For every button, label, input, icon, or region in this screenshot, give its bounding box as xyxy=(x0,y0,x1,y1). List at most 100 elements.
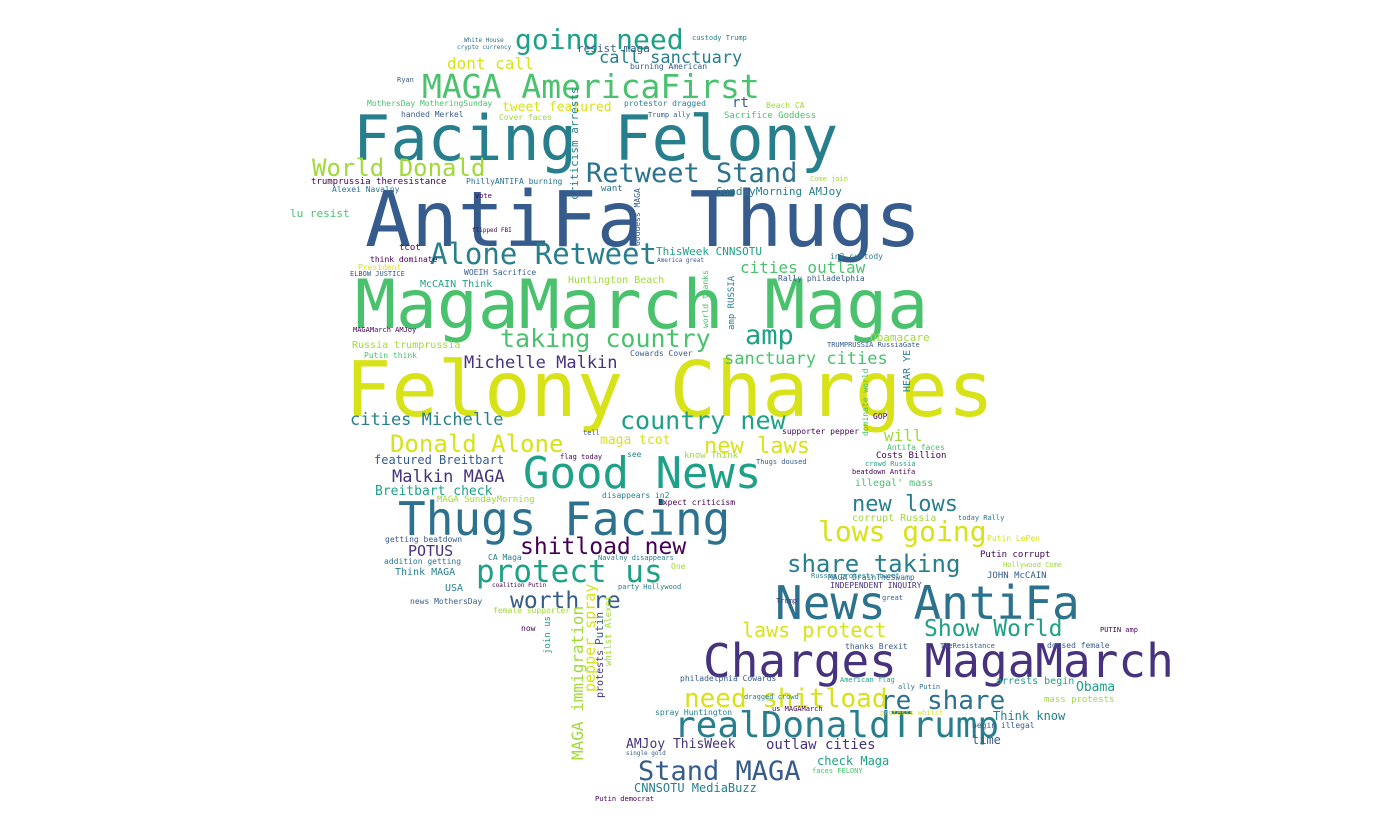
word-trumprussia-russiagate: TRUMPRUSSIA RussiaGate xyxy=(827,341,920,349)
word-world-thanks: world thanks xyxy=(701,270,710,328)
word-now: now xyxy=(521,624,536,633)
word-john-mccain: JOHN McCAIN xyxy=(987,571,1047,581)
word-woeih-sacrifice: WOEIH Sacrifice xyxy=(464,268,537,277)
word-costs-billion: Costs Billion xyxy=(876,451,947,461)
word-shitload-new: shitload new xyxy=(520,534,687,560)
word-thugs-doused: Thugs doused xyxy=(756,458,807,466)
word-obamacare: Obamacare xyxy=(870,331,930,344)
word-lu-resist: lu resist xyxy=(290,207,350,220)
word-illegal-mass: illegal' mass xyxy=(855,478,934,489)
word-beatdown-antifa: beatdown Antifa xyxy=(852,468,916,476)
word-flipped-fbi: flipped FBI xyxy=(472,227,512,234)
word-trumprussia-theresistance: trumprussia theresistance xyxy=(311,177,447,187)
word-charges-magamarch: Charges MagaMarch xyxy=(703,634,1174,688)
word-new-laws: new laws xyxy=(704,434,810,459)
word-putin-lepen: Putin LePen xyxy=(987,534,1040,543)
word-country-new: country new xyxy=(620,406,786,435)
word-mothersday-motheringsunday: MothersDay MotheringSunday xyxy=(367,99,493,108)
word-coalition-putin: coalition Putin xyxy=(492,582,547,589)
word-alone-retweet: Alone Retweet xyxy=(430,237,657,271)
word-mccain-think: McCAIN Think xyxy=(420,279,493,290)
word-sacrifice-goddess: Sacrifice Goddess xyxy=(724,111,817,121)
word-white-house: White House xyxy=(464,37,504,44)
word-taking-country: taking country xyxy=(500,324,711,353)
word-amp-russia: amp RUSSIA xyxy=(727,275,737,330)
word-great: great xyxy=(882,594,904,602)
word-corrupt-russia: corrupt Russia xyxy=(852,513,937,524)
word-ally-putin: ally Putin xyxy=(898,683,941,691)
word-one: One xyxy=(671,562,686,571)
word-gop: GOP xyxy=(873,412,888,421)
word-dragged-crowd: dragged crowd xyxy=(744,693,799,701)
word-putin-corrupt: Putin corrupt xyxy=(980,550,1051,560)
word-maga-sundaymorning: MAGA SundayMorning xyxy=(437,495,535,505)
word-magamarch-maga: MagaMarch Maga xyxy=(355,266,929,345)
word-time: time xyxy=(972,733,1001,747)
word-lows-going: lows going xyxy=(818,515,987,548)
word-facing-felony: Facing Felony xyxy=(353,102,839,175)
word-vote: vote xyxy=(475,192,492,200)
word-potus: POTUS xyxy=(408,542,454,560)
word-need-shitload: need shitload xyxy=(684,684,888,714)
word-share-taking: share taking xyxy=(787,550,961,578)
word-know-think: know Think xyxy=(684,451,739,461)
word-dominate-world: dominate world xyxy=(861,368,870,436)
word-rally-philadelphia: Rally philadelphia xyxy=(778,274,865,283)
word-getting-beatdown: getting beatdown xyxy=(385,535,463,544)
word-worth-re: worth re xyxy=(510,588,621,614)
word-michelle-malkin: Michelle Malkin xyxy=(464,353,618,373)
word-outlaw-cities: outlaw cities xyxy=(766,737,876,753)
word-world-donald: World Donald xyxy=(312,154,486,182)
word-flag-today: flag today xyxy=(560,453,603,461)
word-crowd-russia: crowd Russia xyxy=(865,460,916,468)
word-usa: USA xyxy=(445,583,464,594)
word-news-antifa: News AntiFa xyxy=(775,576,1080,630)
word-independent-inquiry: INDEPENDENT INQUIRY xyxy=(830,581,922,590)
word-check-maga: check Maga xyxy=(817,754,890,768)
word-putin-amp: PUTIN amp xyxy=(1100,626,1138,634)
word-america-great: America great xyxy=(657,257,704,264)
word-president: President xyxy=(358,263,402,272)
word-putin-think: Putin think xyxy=(364,351,417,360)
word-addition-getting: addition getting xyxy=(384,557,462,566)
word-phillyantifa-burning: PhillyANTIFA burning xyxy=(466,177,563,186)
word-russia-trumprussia: Russia trumprussia xyxy=(352,340,461,351)
word-magamarch-amjoy: MAGAMarch AMJoy xyxy=(353,326,417,334)
word-retweet-stand: Retweet Stand xyxy=(586,158,798,189)
word-custody-trump: custody Trump xyxy=(692,34,747,42)
word-trump-ally: Trump ally xyxy=(648,111,691,119)
word-see: see xyxy=(627,450,642,459)
word-spray-huntington: spray Huntington xyxy=(655,708,733,717)
word-amjoy-thisweek: AMJoy ThisWeek xyxy=(626,737,736,752)
word-laws-protect: laws protect xyxy=(742,618,887,642)
word-handed-merkel: handed Merkel xyxy=(401,110,464,119)
word-stand-maga: Stand MAGA xyxy=(638,756,801,787)
word-tcot: tcot xyxy=(399,243,421,253)
word-will: will xyxy=(884,426,923,445)
word-maga-drainthesawamp: MAGA DrainTheSwamp xyxy=(828,573,915,582)
word-begin-illegal: begin illegal xyxy=(972,721,1035,730)
word-putin-democrat: Putin democrat xyxy=(595,795,655,803)
word-new-lows: new lows xyxy=(852,492,958,517)
word-hollywood-come: Hollywood Come xyxy=(1003,561,1063,569)
word-good-news: Good News xyxy=(523,448,762,499)
word-doused-female: doused female xyxy=(1047,641,1110,650)
word-cities-michelle: cities Michelle xyxy=(350,410,504,430)
word-cover-faces: Cover faces xyxy=(499,113,552,122)
word-donald-alone: Donald Alone xyxy=(390,430,564,458)
word-malkin-maga: Malkin MAGA xyxy=(392,467,505,487)
word-come-join: Come join xyxy=(810,175,848,183)
word-protect-us: protect us xyxy=(476,554,663,590)
word-goddess-maga: Goddess MAGA xyxy=(633,188,642,246)
word-news-mothersday: news MothersDay xyxy=(410,597,483,606)
word-today-rally: today Rally xyxy=(958,514,1005,522)
word-criticism-arrests: criticism arrests xyxy=(568,87,581,200)
word-single-gold: single gold xyxy=(626,750,666,757)
word-philadelphia-cowards: philadelphia Cowards xyxy=(680,674,777,683)
word-mass-protests: mass protests xyxy=(1044,695,1115,705)
word-sanctuary-cities: sanctuary cities xyxy=(724,349,888,369)
word-faces-felony: faces FELONY xyxy=(812,767,863,775)
word-arrests-begin: arrests begin xyxy=(996,676,1075,687)
word-tell: tell xyxy=(583,429,600,437)
